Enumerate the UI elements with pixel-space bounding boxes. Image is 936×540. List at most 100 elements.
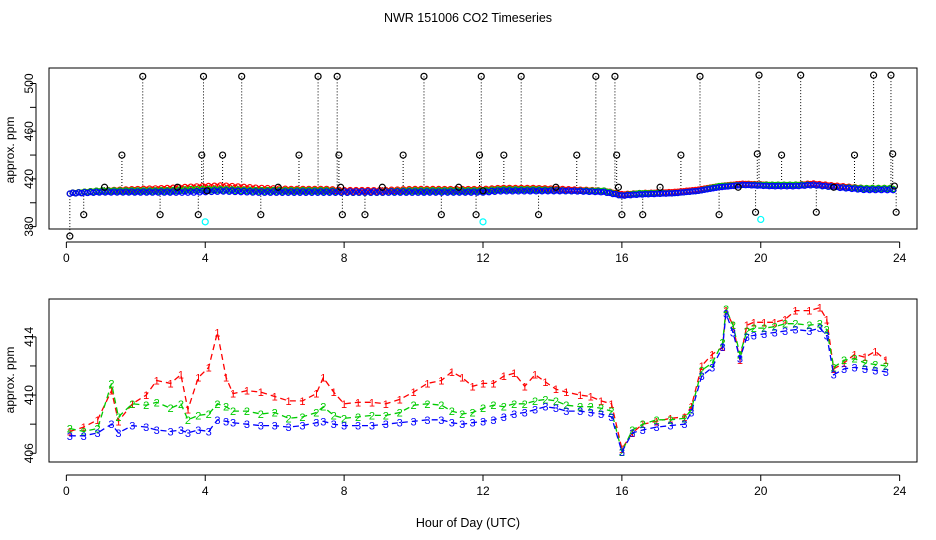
top-blue-marker: [801, 182, 808, 189]
flask-marker: [194, 211, 202, 219]
top-blue-marker: [249, 189, 257, 196]
top-blue-marker: [107, 189, 115, 196]
series-1-marker: 1: [223, 373, 229, 385]
series-2-marker: 2: [206, 409, 212, 421]
top-green-marker: [196, 187, 203, 194]
cyan-marker: [757, 215, 765, 224]
flask-marker: [472, 211, 480, 219]
flask-marker: [475, 151, 484, 159]
series-2-marker: 2: [320, 402, 326, 414]
top-blue-marker: [538, 188, 546, 195]
top-blue-marker: [96, 189, 103, 196]
flask-marker: [777, 151, 786, 159]
series-1-marker: 1: [355, 397, 361, 409]
series-2-marker: 2: [681, 413, 687, 425]
series-1-marker: 1: [320, 373, 326, 385]
top-blue-marker: [506, 187, 513, 194]
top-blue-marker: [789, 183, 797, 190]
series-3-marker: 3: [449, 418, 455, 430]
top-blue-marker: [426, 189, 434, 196]
series-2-marker: 2: [699, 365, 705, 377]
series-3-marker: 3: [230, 418, 236, 430]
top-blue-marker: [93, 188, 100, 195]
flask-marker: [203, 187, 211, 195]
top-blue-marker: [113, 189, 121, 196]
series-2-marker: 2: [383, 410, 389, 422]
series-3-marker: 3: [667, 421, 673, 433]
top-blue-marker: [792, 182, 800, 189]
top-blue-marker: [671, 189, 679, 197]
series-3-marker: 3: [95, 428, 101, 440]
series-3-marker: 3: [681, 419, 687, 431]
series-3-marker: 3: [272, 421, 278, 433]
series-3-marker: 3: [588, 408, 594, 420]
top-blue-marker: [199, 187, 206, 195]
top-blue-marker: [550, 188, 558, 195]
bottom-x-tick-label: 12: [476, 484, 490, 498]
series-2-marker: 2: [258, 409, 264, 421]
series-2-marker: 2: [313, 408, 319, 420]
series-2-marker: 2: [129, 399, 135, 411]
series-3-marker: 3: [313, 418, 319, 430]
series-1-marker: 1: [299, 396, 305, 408]
flask-marker: [335, 151, 343, 159]
flask-marker: [830, 183, 838, 191]
series-1-line: [69, 306, 887, 451]
top-blue-marker: [181, 188, 189, 195]
top-blue-marker: [166, 189, 174, 196]
top-blue-marker: [512, 187, 519, 194]
top-blue-marker: [875, 185, 882, 193]
series-2-marker: 2: [563, 400, 569, 412]
top-blue-marker: [116, 188, 124, 195]
top-blue-marker: [674, 189, 681, 197]
series-2-marker: 2: [244, 406, 250, 418]
series-3-marker: 3: [772, 327, 778, 339]
series-2-marker: 2: [619, 447, 625, 459]
top-y-tick-label: 460: [22, 121, 36, 141]
flask-marker: [614, 183, 623, 191]
top-blue-marker: [624, 191, 631, 199]
top-blue-marker: [482, 188, 490, 195]
series-1-marker: 1: [67, 426, 73, 438]
top-blue-marker: [689, 188, 696, 195]
top-x-tick-label: 0: [63, 251, 70, 265]
top-blue-marker: [104, 188, 112, 195]
series-3-marker: 3: [410, 416, 416, 428]
cyan-marker: [479, 218, 487, 226]
series-1-marker: 1: [81, 422, 87, 434]
series-3-marker: 3: [688, 408, 694, 420]
series-1-marker: 1: [737, 355, 743, 367]
top-blue-marker: [164, 188, 171, 195]
top-blue-marker: [754, 182, 761, 189]
series-3-marker: 3: [782, 326, 788, 338]
series-3-marker: 3: [286, 422, 292, 434]
top-blue-marker: [680, 189, 687, 196]
series-3-marker: 3: [299, 421, 305, 433]
flask-marker: [361, 211, 369, 219]
flask-marker: [715, 211, 723, 219]
series-2-marker: 2: [490, 400, 496, 412]
series-3-marker: 3: [459, 419, 465, 431]
top-blue-marker: [473, 189, 481, 196]
top-blue-marker: [169, 188, 177, 195]
top-green-marker: [190, 187, 197, 194]
series-1-marker: 1: [744, 320, 750, 332]
series-2-marker: 2: [331, 410, 337, 422]
flask-marker: [199, 72, 208, 80]
top-blue-marker: [810, 181, 817, 188]
series-1-marker: 1: [577, 390, 583, 402]
top-y-tick-label: 500: [22, 73, 36, 93]
top-blue-marker: [795, 182, 802, 190]
top-x-tick-label: 4: [202, 251, 209, 265]
top-blue-marker: [783, 183, 791, 190]
series-1-marker: 1: [470, 381, 476, 393]
series-3-marker: 3: [154, 425, 160, 437]
series-1-marker: 1: [129, 399, 135, 411]
series-1-marker: 1: [851, 349, 857, 361]
top-blue-marker: [780, 182, 788, 190]
top-blue-marker: [736, 182, 743, 189]
series-1-marker: 1: [154, 376, 160, 388]
series-3-marker: 3: [81, 431, 87, 443]
top-blue-marker: [128, 188, 136, 195]
